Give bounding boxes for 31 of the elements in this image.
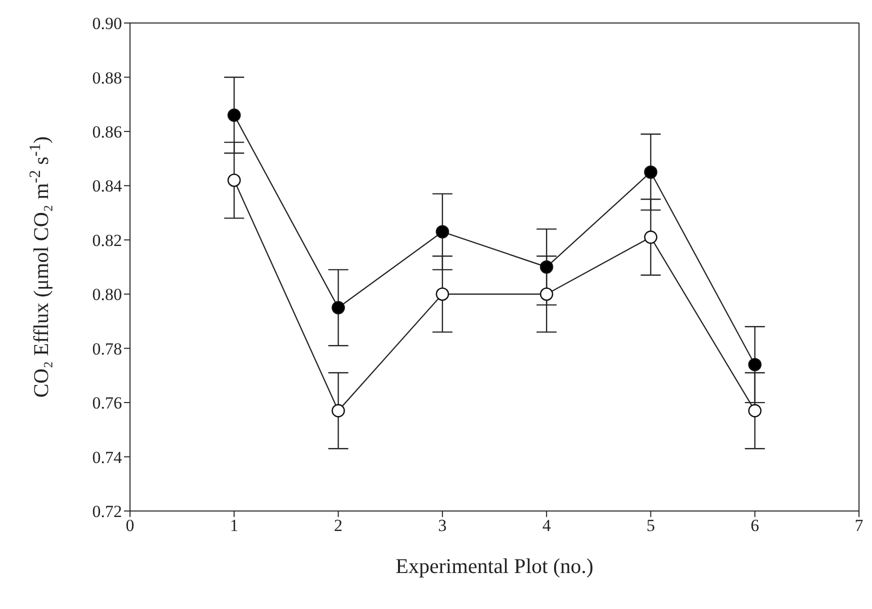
point bbox=[644, 165, 658, 179]
y-tick-label: 0.86 bbox=[92, 122, 122, 142]
x-tick-label: 1 bbox=[230, 516, 238, 536]
y-tick-label: 0.72 bbox=[92, 502, 122, 522]
y-tick-label: 0.82 bbox=[92, 230, 122, 250]
point bbox=[436, 287, 450, 301]
point bbox=[540, 260, 554, 274]
point bbox=[540, 287, 554, 301]
point bbox=[748, 358, 762, 372]
y-tick-label: 0.78 bbox=[92, 339, 122, 358]
x-tick-label: 4 bbox=[542, 516, 552, 536]
point bbox=[644, 230, 658, 244]
y-tick-label: 0.74 bbox=[92, 448, 122, 467]
point bbox=[436, 225, 450, 238]
x-tick-label: 2 bbox=[334, 516, 343, 536]
x-axis-title: Experimental Plot (no.) bbox=[396, 554, 594, 578]
x-tick-label: 5 bbox=[646, 516, 655, 536]
point bbox=[227, 108, 241, 122]
point bbox=[748, 404, 762, 418]
y-tick-label: 0.84 bbox=[92, 176, 122, 196]
y-tick-label: 0.80 bbox=[92, 285, 122, 304]
x-tick-label: 7 bbox=[854, 516, 864, 536]
y-tick-label: 0.76 bbox=[92, 394, 122, 413]
point bbox=[332, 301, 345, 314]
x-tick-label: 6 bbox=[750, 516, 760, 536]
y-tick-label: 0.90 bbox=[92, 14, 122, 34]
y-tick-label: 0.88 bbox=[92, 68, 122, 88]
point bbox=[332, 404, 345, 418]
x-tick-label: 3 bbox=[438, 516, 447, 536]
point bbox=[227, 174, 241, 187]
x-tick-label: 0 bbox=[126, 516, 134, 536]
